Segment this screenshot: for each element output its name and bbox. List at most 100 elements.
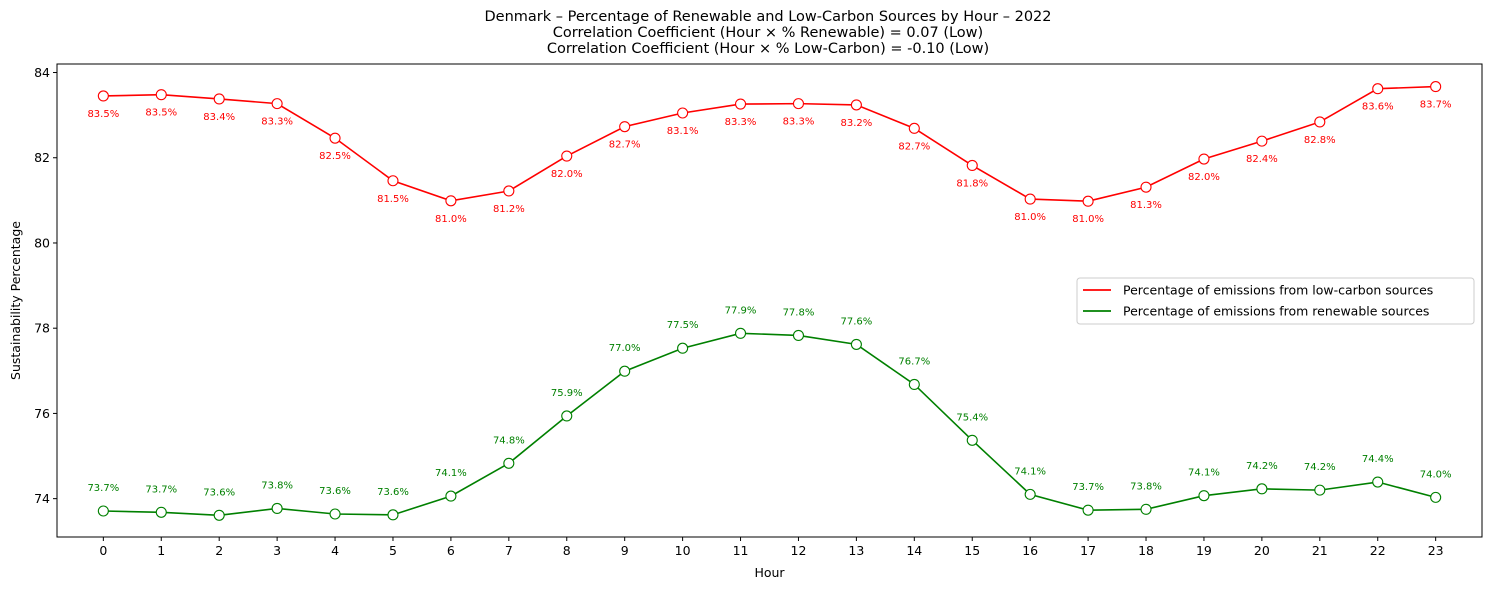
data-point <box>1140 181 1152 193</box>
data-label: 83.1% <box>667 126 699 137</box>
x-tick-label: 11 <box>733 543 749 558</box>
data-label: 74.1% <box>1188 468 1220 479</box>
data-point <box>908 122 920 134</box>
data-point <box>734 327 747 339</box>
data-point <box>561 150 573 162</box>
data-point <box>734 98 747 110</box>
data-label: 74.8% <box>493 435 525 446</box>
data-label: 83.5% <box>87 109 119 120</box>
x-tick-label: 4 <box>331 543 339 558</box>
x-tick-label: 0 <box>99 543 107 558</box>
y-tick-label: 78 <box>34 321 50 336</box>
x-tick-label: 12 <box>791 543 807 558</box>
data-label: 82.0% <box>1188 172 1220 183</box>
data-point <box>503 185 515 197</box>
x-tick-label: 23 <box>1428 543 1444 558</box>
data-point <box>271 502 283 514</box>
data-point <box>387 509 399 521</box>
x-tick-label: 5 <box>389 543 397 558</box>
data-label: 74.2% <box>1304 462 1336 473</box>
data-label: 74.1% <box>435 468 467 479</box>
x-axis-label: Hour <box>754 565 785 580</box>
y-tick-label: 80 <box>34 235 50 250</box>
data-label: 77.8% <box>783 307 815 318</box>
data-point <box>677 107 689 119</box>
data-point <box>908 378 920 390</box>
data-label: 81.5% <box>377 194 409 205</box>
data-point <box>213 509 225 521</box>
data-label: 77.5% <box>667 320 699 331</box>
x-tick-label: 15 <box>964 543 980 558</box>
x-tick-label: 3 <box>273 543 281 558</box>
data-label: 83.3% <box>783 117 815 128</box>
data-label: 77.0% <box>609 343 641 354</box>
data-label: 83.2% <box>840 118 872 129</box>
data-point <box>1372 83 1384 95</box>
data-label: 73.7% <box>145 484 177 495</box>
data-label: 73.6% <box>377 487 409 498</box>
data-label: 73.6% <box>203 487 235 498</box>
x-tick-label: 6 <box>447 543 455 558</box>
plot-frame <box>56 63 1483 538</box>
data-point <box>97 505 109 517</box>
data-label: 81.0% <box>1014 212 1046 223</box>
data-label: 75.9% <box>551 388 583 399</box>
data-point <box>966 434 978 446</box>
data-point <box>1430 81 1442 93</box>
data-label: 82.5% <box>319 151 351 162</box>
data-point <box>1314 116 1326 128</box>
data-point <box>445 195 457 207</box>
x-tick-label: 22 <box>1370 543 1386 558</box>
data-label: 83.7% <box>1420 100 1452 111</box>
data-label: 73.7% <box>1072 482 1104 493</box>
data-label: 74.1% <box>1014 466 1046 477</box>
y-tick-label: 74 <box>34 491 50 506</box>
data-point <box>1140 503 1152 515</box>
legend: Percentage of emissions from low-carbon … <box>1076 277 1475 325</box>
x-tick-label: 7 <box>505 543 513 558</box>
data-label: 82.4% <box>1246 154 1278 165</box>
data-label: 73.6% <box>319 486 351 497</box>
x-tick-label: 16 <box>1022 543 1038 558</box>
data-point <box>1314 484 1326 496</box>
x-tick-label: 14 <box>906 543 922 558</box>
data-point <box>677 342 689 354</box>
data-label: 74.0% <box>1420 469 1452 480</box>
data-label: 81.0% <box>435 214 467 225</box>
x-tick-label: 2 <box>215 543 223 558</box>
plot-area: 0 1 2 3 4 5 6 7 8 9 10 11 12 13 14 15 16 17 18 19 20 21 22 2374… <box>34 63 1483 558</box>
data-label: 81.2% <box>493 204 525 215</box>
data-label: 74.2% <box>1246 461 1278 472</box>
data-point <box>445 490 457 502</box>
data-point <box>387 175 399 187</box>
data-point <box>329 132 341 144</box>
data-label: 81.8% <box>956 178 988 189</box>
data-point <box>1256 483 1268 495</box>
x-tick-label: 18 <box>1138 543 1154 558</box>
x-tick-label: 20 <box>1254 543 1270 558</box>
data-point <box>1256 135 1268 147</box>
data-point <box>850 338 862 350</box>
data-point <box>792 98 805 110</box>
data-point <box>792 329 805 341</box>
series-line <box>103 85 1436 203</box>
x-tick-label: 1 <box>157 543 165 558</box>
data-label: 76.7% <box>898 356 930 367</box>
chart-title-line: Denmark – Percentage of Renewable and Lo… <box>484 9 1051 25</box>
chart-title-line: Correlation Coefficient (Hour × % Low-Ca… <box>547 41 989 57</box>
data-label: 73.8% <box>1130 481 1162 492</box>
data-label: 75.4% <box>956 412 988 423</box>
y-axis-label: Sustainability Percentage <box>8 221 23 380</box>
data-point <box>966 159 978 171</box>
x-tick-label: 21 <box>1312 543 1328 558</box>
y-tick-label: 82 <box>34 150 50 165</box>
data-label: 77.9% <box>725 305 757 316</box>
data-label: 83.3% <box>261 117 293 128</box>
legend-entry: Percentage of emissions from renewable s… <box>1123 304 1429 319</box>
data-point <box>850 99 862 111</box>
x-tick-label: 9 <box>621 543 629 558</box>
data-label: 82.7% <box>898 141 930 152</box>
data-point <box>1024 488 1036 500</box>
data-label: 73.7% <box>87 483 119 494</box>
